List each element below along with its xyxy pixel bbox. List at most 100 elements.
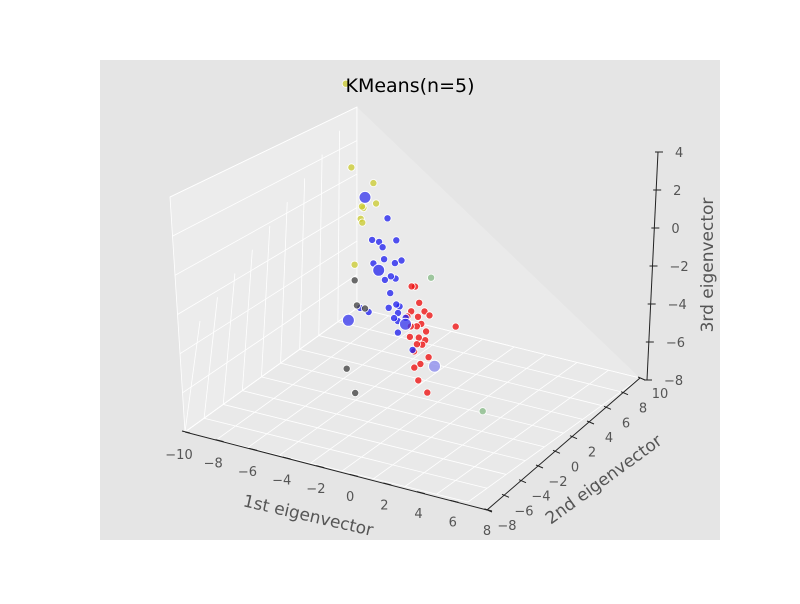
floor-gridline-x: [204, 417, 488, 489]
data-point-cluster-blue[interactable]: [378, 243, 387, 252]
data-point-cluster-green[interactable]: [478, 407, 487, 416]
data-point-cluster-blue[interactable]: [392, 300, 401, 309]
y-axis-tick: [569, 435, 578, 440]
z-tick-label: −8: [664, 374, 683, 389]
floor-gridline-y: [436, 369, 609, 495]
data-point-cluster-red[interactable]: [412, 340, 421, 349]
data-point-cluster-blue[interactable]: [368, 235, 377, 244]
data-point-cluster-yellow[interactable]: [358, 218, 367, 227]
wall-gridline-x: [299, 178, 306, 350]
data-point-cluster-red[interactable]: [405, 332, 414, 341]
x-axis-tick: [416, 491, 426, 495]
x-axis-tick: [282, 456, 291, 460]
y-axis-tick: [484, 508, 493, 513]
y-tick-label: −2: [548, 475, 567, 490]
x-tick-label: −8: [204, 456, 223, 471]
wall-gridline-x: [318, 154, 323, 336]
x-tick-label: 0: [346, 490, 354, 505]
data-point-cluster-yellow[interactable]: [347, 163, 356, 172]
cluster-center-4[interactable]: [428, 359, 441, 373]
data-point-cluster-blue[interactable]: [397, 256, 406, 265]
x-axis-tick: [181, 430, 191, 434]
data-point-cluster-red[interactable]: [424, 353, 433, 362]
x-tick-label: 4: [414, 507, 422, 522]
y-tick-label: 8: [639, 402, 647, 417]
cluster-center-1[interactable]: [358, 190, 372, 204]
data-point-cluster-blue[interactable]: [380, 255, 389, 264]
wall-gridline-z: [174, 173, 358, 276]
y-tick-label: 4: [605, 431, 613, 446]
y-tick-label: 6: [622, 416, 630, 431]
cluster-center-3[interactable]: [399, 317, 412, 331]
x-axis-tick: [316, 465, 325, 469]
chart-title: KMeans(n=5): [345, 75, 474, 97]
wall-gridline-z: [179, 240, 358, 355]
floor-gridline-x: [242, 390, 526, 462]
data-point-cluster-red[interactable]: [416, 359, 425, 368]
z-tick-label: 0: [671, 222, 679, 237]
floor-gridline-y: [467, 377, 641, 503]
wall-gridline-x: [280, 202, 288, 364]
wall-gridline-x: [203, 297, 218, 419]
data-point-cluster-red[interactable]: [425, 311, 434, 320]
y-axis-tick: [620, 391, 629, 396]
data-point-cluster-blue[interactable]: [393, 328, 402, 337]
floor-gridline-x: [223, 404, 507, 475]
floor-gridline-y: [341, 346, 515, 472]
cluster-center-2[interactable]: [372, 263, 386, 277]
data-point-cluster-green[interactable]: [427, 273, 436, 282]
data-point-cluster-blue[interactable]: [386, 272, 395, 281]
x-tick-label: 8: [483, 524, 491, 539]
data-point-cluster-red[interactable]: [410, 363, 419, 372]
data-point-cluster-gray[interactable]: [351, 388, 360, 397]
data-point-cluster-gray[interactable]: [350, 276, 359, 285]
wall-gridline-x: [184, 320, 201, 433]
data-point-cluster-red[interactable]: [414, 376, 423, 385]
data-point-cluster-yellow[interactable]: [350, 260, 359, 269]
data-point-cluster-blue[interactable]: [390, 314, 399, 323]
data-point-cluster-yellow[interactable]: [372, 199, 381, 208]
y-axis-tick: [637, 376, 646, 381]
y-tick-label: 2: [588, 446, 596, 461]
data-point-cluster-red[interactable]: [415, 298, 424, 307]
data-point-cluster-red[interactable]: [423, 388, 432, 397]
y-tick-label: −4: [531, 490, 550, 505]
grid-lines: [169, 106, 641, 503]
floor-gridline-y: [247, 323, 421, 448]
data-point-cluster-red[interactable]: [451, 322, 460, 331]
floor-gridline-x: [261, 376, 545, 448]
data-point-cluster-blue[interactable]: [380, 275, 389, 284]
data-point-cluster-blue[interactable]: [384, 303, 393, 312]
x-tick-label: −2: [306, 482, 325, 497]
x-tick-label: 6: [449, 516, 457, 531]
data-point-cluster-gray[interactable]: [360, 304, 369, 313]
data-point-cluster-gray[interactable]: [342, 364, 351, 373]
floor-gridline-y: [310, 338, 484, 464]
y-tick-label: 10: [652, 387, 669, 402]
data-point-cluster-yellow[interactable]: [341, 79, 350, 88]
x-axis-tick: [215, 439, 224, 443]
data-point-cluster-gray[interactable]: [352, 301, 361, 310]
data-point-cluster-blue[interactable]: [408, 345, 417, 354]
x-axis-tick: [248, 447, 258, 451]
z-tick-label: −4: [668, 298, 687, 313]
data-point-cluster-blue[interactable]: [383, 214, 392, 223]
wall-gridline-z: [169, 106, 358, 198]
data-point-cluster-red[interactable]: [407, 282, 416, 291]
y-tick-label: −6: [514, 504, 533, 519]
data-point-cluster-yellow[interactable]: [357, 202, 366, 211]
data-point-cluster-red[interactable]: [413, 312, 422, 321]
z-axis-label: 3rd eigenvector: [698, 198, 718, 333]
data-point-cluster-blue[interactable]: [392, 236, 401, 245]
data-point-cluster-blue[interactable]: [386, 289, 395, 298]
y-axis-tick: [586, 420, 595, 425]
data-point-cluster-yellow[interactable]: [369, 179, 378, 188]
x-tick-label: 2: [380, 499, 388, 514]
data-point-cluster-red[interactable]: [422, 327, 431, 336]
cluster-center-5[interactable]: [341, 313, 355, 327]
data-point-cluster-red[interactable]: [414, 333, 423, 342]
data-point-cluster-blue[interactable]: [390, 259, 399, 268]
floor-gridline-y: [404, 362, 578, 487]
